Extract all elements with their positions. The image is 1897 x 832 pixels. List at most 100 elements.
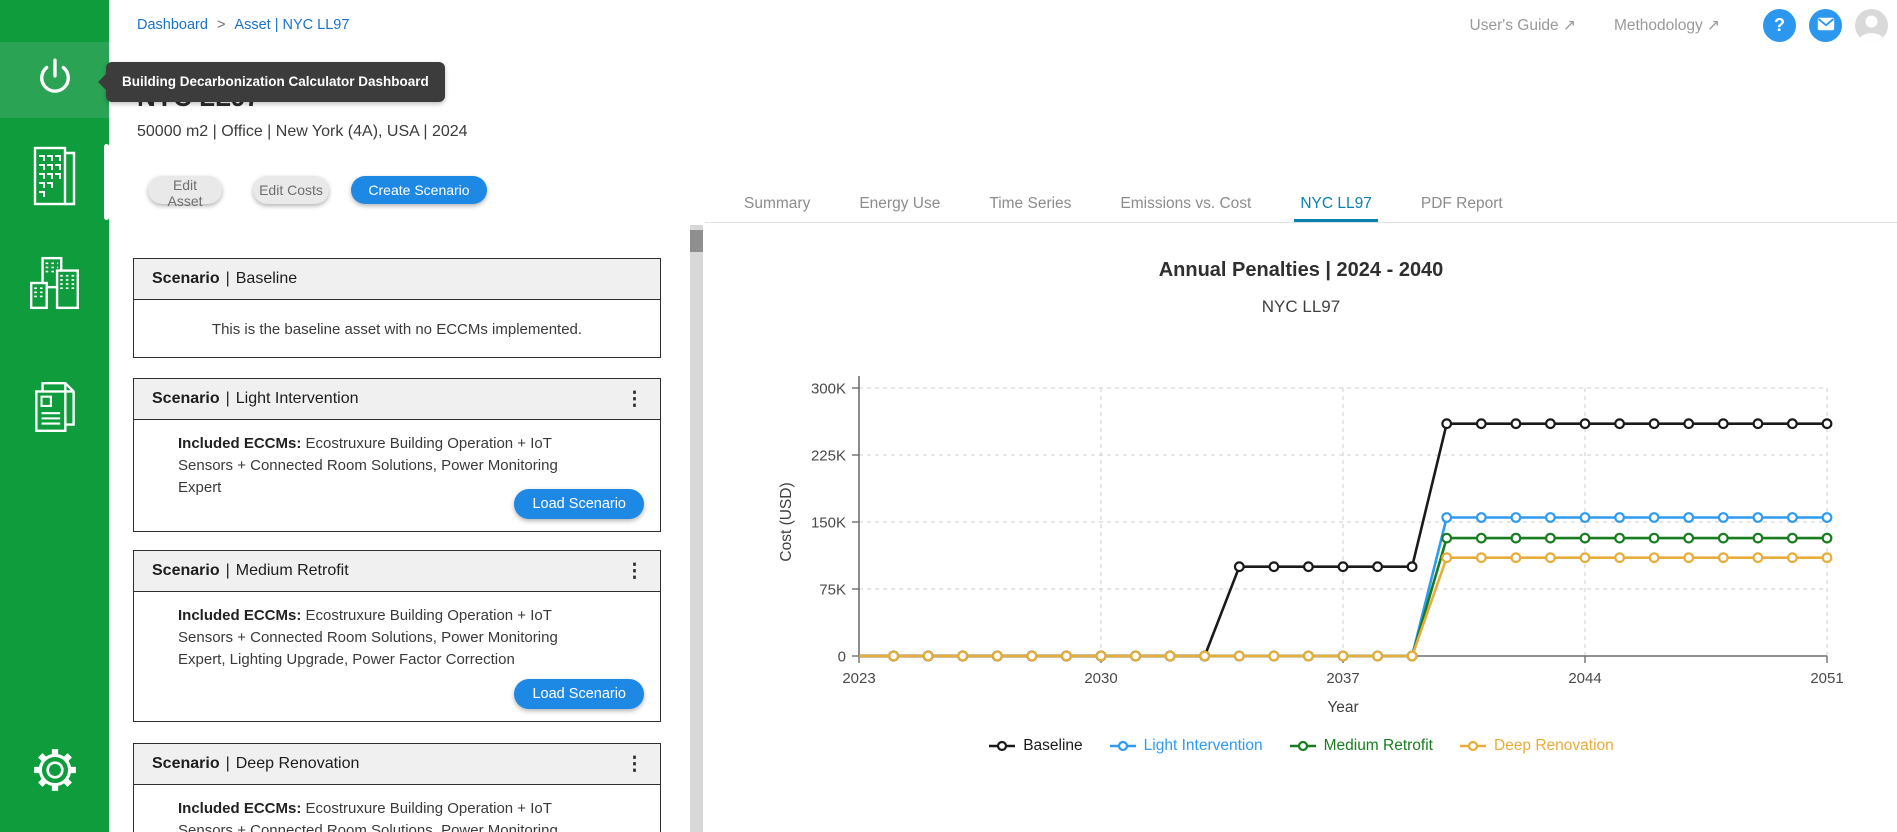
scenario-card-medium-retrofit: Scenario | Medium Retrofit ⋮ Included EC… bbox=[133, 550, 661, 722]
top-nav: User's Guide ↗ Methodology ↗ ? bbox=[1470, 0, 1888, 50]
load-scenario-button[interactable]: Load Scenario bbox=[514, 489, 644, 519]
create-scenario-button[interactable]: Create Scenario bbox=[351, 176, 487, 204]
scenario-name: Baseline bbox=[235, 270, 298, 287]
svg-text:2037: 2037 bbox=[1326, 670, 1359, 687]
sidebar-item-home[interactable] bbox=[0, 42, 109, 118]
breadcrumb-current[interactable]: Asset | NYC LL97 bbox=[234, 17, 350, 33]
sidebar-item-reports[interactable] bbox=[0, 369, 109, 449]
legend-label: Medium Retrofit bbox=[1323, 737, 1433, 754]
scenario-card-light-intervention: Scenario | Light Intervention ⋮ Included… bbox=[133, 378, 661, 532]
scenario-description: Included ECCMs: Ecostruxure Building Ope… bbox=[134, 420, 621, 499]
legend-marker-icon bbox=[1289, 740, 1316, 752]
legend-item-deep-renovation[interactable]: Deep Renovation bbox=[1459, 737, 1614, 755]
active-item-indicator bbox=[104, 144, 109, 220]
tab-summary[interactable]: Summary bbox=[744, 195, 811, 212]
scenario-separator: | bbox=[225, 755, 230, 772]
load-scenario-button[interactable]: Load Scenario bbox=[514, 679, 644, 709]
scenario-name: Light Intervention bbox=[235, 390, 359, 407]
eccm-text: Ecostruxure Building Operation + IoT Sen… bbox=[178, 800, 558, 832]
svg-text:2023: 2023 bbox=[842, 670, 875, 687]
scenario-prefix: Scenario bbox=[152, 270, 220, 287]
svg-text:150K: 150K bbox=[811, 515, 846, 532]
sidebar-item-settings[interactable] bbox=[0, 732, 109, 812]
avatar[interactable] bbox=[1855, 8, 1888, 42]
line-chart: 0 75K 150K 225K 300K 2023 2030 2037 2044 2051 Year… bbox=[778, 376, 1844, 716]
question-mark-icon: ? bbox=[1774, 14, 1785, 35]
eccm-label: Included ECCMs: bbox=[178, 435, 302, 452]
scenario-card-header: Scenario | Medium Retrofit ⋮ bbox=[134, 551, 660, 592]
building-icon bbox=[29, 145, 81, 212]
scenario-name: Medium Retrofit bbox=[235, 562, 349, 579]
edit-costs-button[interactable]: Edit Costs bbox=[253, 176, 329, 204]
eccm-text: Ecostruxure Building Operation + IoT Sen… bbox=[178, 607, 558, 668]
plot-area: 0 75K 150K 225K 300K 2023 2030 2037 2044 2051 Year… bbox=[705, 355, 1897, 735]
tab-pdf-report[interactable]: PDF Report bbox=[1420, 195, 1503, 212]
tab-energy-use[interactable]: Energy Use bbox=[859, 195, 941, 212]
contact-button[interactable] bbox=[1809, 8, 1842, 42]
scenario-description: Included ECCMs: Ecostruxure Building Ope… bbox=[134, 592, 621, 671]
legend-marker-icon bbox=[989, 740, 1016, 752]
eccm-text: Ecostruxure Building Operation + IoT Sen… bbox=[178, 435, 558, 496]
svg-text:75K: 75K bbox=[819, 582, 846, 599]
scenario-list-scrollbar[interactable] bbox=[690, 225, 703, 832]
power-icon bbox=[32, 55, 78, 106]
scenario-card-baseline: Scenario | Baseline This is the baseline… bbox=[133, 258, 661, 358]
tab-nyc-ll97[interactable]: NYC LL97 bbox=[1294, 195, 1378, 223]
eccm-label: Included ECCMs: bbox=[178, 800, 302, 817]
breadcrumb: Dashboard > Asset | NYC LL97 bbox=[137, 17, 349, 33]
svg-text:225K: 225K bbox=[811, 448, 846, 465]
sidebar bbox=[0, 0, 109, 832]
svg-text:Cost (USD): Cost (USD) bbox=[778, 482, 795, 561]
scenario-separator: | bbox=[225, 562, 230, 579]
scenario-card-header: Scenario | Baseline bbox=[134, 259, 660, 300]
tab-time-series[interactable]: Time Series bbox=[989, 195, 1072, 212]
chart-title: Annual Penalties | 2024 - 2040 bbox=[1158, 259, 1444, 281]
scenario-card-header: Scenario | Deep Renovation ⋮ bbox=[134, 744, 660, 785]
sidebar-item-portfolio[interactable] bbox=[0, 245, 109, 325]
scenario-card-deep-renovation: Scenario | Deep Renovation ⋮ Included EC… bbox=[133, 743, 661, 832]
kebab-menu-icon[interactable]: ⋮ bbox=[625, 388, 644, 410]
svg-text:300K: 300K bbox=[811, 381, 846, 398]
breadcrumb-dashboard-link[interactable]: Dashboard bbox=[137, 17, 208, 33]
scenario-name: Deep Renovation bbox=[235, 755, 360, 772]
chart-legend: Baseline Light Intervention Medium Retro… bbox=[705, 737, 1897, 755]
sidebar-item-asset[interactable] bbox=[0, 138, 109, 218]
chart-subtitle: NYC LL97 bbox=[1261, 297, 1341, 316]
scenario-prefix: Scenario bbox=[152, 390, 220, 407]
legend-item-baseline[interactable]: Baseline bbox=[988, 737, 1083, 755]
person-icon bbox=[1858, 15, 1885, 42]
svg-text:Year: Year bbox=[1327, 699, 1358, 716]
scenario-separator: | bbox=[225, 270, 230, 287]
scrollbar-thumb[interactable] bbox=[690, 230, 703, 252]
legend-label: Deep Renovation bbox=[1494, 737, 1614, 754]
scenario-prefix: Scenario bbox=[152, 562, 220, 579]
svg-text:2030: 2030 bbox=[1084, 670, 1117, 687]
eccm-label: Included ECCMs: bbox=[178, 607, 302, 624]
scenario-card-header: Scenario | Light Intervention ⋮ bbox=[134, 379, 660, 420]
legend-item-medium-retrofit[interactable]: Medium Retrofit bbox=[1289, 737, 1433, 755]
gear-icon bbox=[31, 746, 79, 799]
svg-text:0: 0 bbox=[838, 649, 846, 666]
legend-marker-icon bbox=[1460, 740, 1486, 752]
legend-label: Baseline bbox=[1023, 737, 1083, 754]
edit-asset-button[interactable]: Edit Asset bbox=[148, 176, 222, 209]
tab-emissions-vs-cost[interactable]: Emissions vs. Cost bbox=[1120, 195, 1252, 212]
svg-text:2051: 2051 bbox=[1810, 670, 1843, 687]
help-button[interactable]: ? bbox=[1763, 8, 1796, 42]
sidebar-tooltip: Building Decarbonization Calculator Dash… bbox=[98, 62, 445, 102]
legend-item-light-intervention[interactable]: Light Intervention bbox=[1109, 737, 1263, 755]
scenario-description: This is the baseline asset with no ECCMs… bbox=[211, 321, 583, 338]
legend-label: Light Intervention bbox=[1143, 737, 1263, 754]
city-buildings-icon bbox=[26, 254, 84, 317]
kebab-menu-icon[interactable]: ⋮ bbox=[625, 753, 644, 775]
users-guide-link[interactable]: User's Guide ↗ bbox=[1469, 16, 1576, 34]
scenario-prefix: Scenario bbox=[152, 755, 220, 772]
methodology-link[interactable]: Methodology ↗ bbox=[1613, 16, 1720, 34]
scenario-description: Included ECCMs: Ecostruxure Building Ope… bbox=[134, 785, 621, 832]
tabs-divider bbox=[705, 222, 1897, 223]
svg-text:2044: 2044 bbox=[1568, 670, 1601, 687]
breadcrumb-separator: > bbox=[216, 17, 226, 33]
documents-icon bbox=[28, 377, 82, 442]
kebab-menu-icon[interactable]: ⋮ bbox=[625, 560, 644, 582]
